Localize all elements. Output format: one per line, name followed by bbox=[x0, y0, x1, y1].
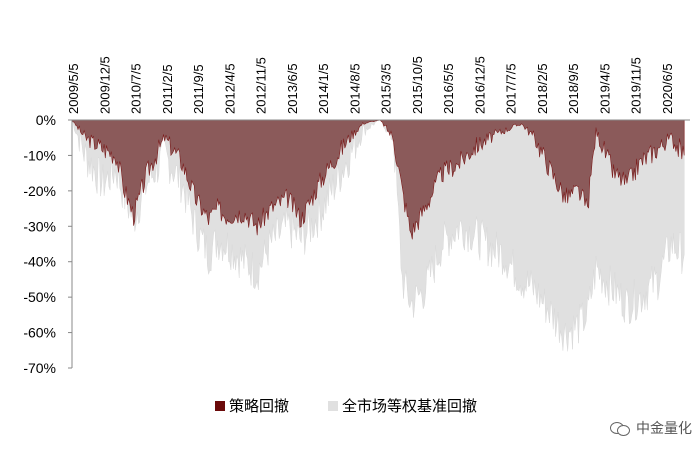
y-tick-label: -60% bbox=[23, 325, 56, 341]
x-tick-label: 2011/2/5 bbox=[160, 64, 175, 114]
legend-swatch-strategy bbox=[215, 401, 225, 411]
x-tick-label: 2014/1/5 bbox=[316, 63, 331, 114]
x-tick-label: 2016/5/5 bbox=[441, 63, 456, 114]
x-tick-label: 2010/7/5 bbox=[129, 63, 144, 114]
watermark-text: 中金量化 bbox=[636, 421, 692, 437]
y-tick-label: -40% bbox=[23, 254, 56, 270]
x-tick-label: 2014/8/5 bbox=[347, 63, 362, 114]
y-tick-label: -20% bbox=[23, 183, 56, 199]
y-tick-label: -50% bbox=[23, 289, 56, 305]
x-tick-label: 2015/10/5 bbox=[410, 56, 425, 114]
y-tick-label: -10% bbox=[23, 147, 56, 163]
x-tick-label: 2019/4/5 bbox=[598, 63, 613, 114]
x-tick-label: 2017/7/5 bbox=[504, 63, 519, 114]
x-tick-label: 2016/12/5 bbox=[472, 56, 487, 114]
y-tick-label: -30% bbox=[23, 218, 56, 234]
x-tick-label: 2011/9/5 bbox=[191, 64, 206, 114]
y-axis-tick-labels: 0% -10% -20% -30% -40% -50% -60% -70% bbox=[23, 112, 72, 376]
series-layer bbox=[71, 119, 685, 352]
x-axis-tick-labels: 2009/5/5 2009/12/5 2010/7/5 2011/2/5 2011/9/… bbox=[66, 56, 675, 114]
x-tick-label: 2018/9/5 bbox=[566, 63, 581, 114]
x-tick-label: 2009/5/5 bbox=[66, 63, 81, 114]
x-tick-label: 2012/11/5 bbox=[254, 57, 269, 114]
x-tick-label: 2015/3/5 bbox=[379, 63, 394, 114]
legend: 策略回撤 全市场等权基准回撤 bbox=[215, 397, 477, 415]
x-tick-label: 2020/6/5 bbox=[660, 63, 675, 114]
watermark: 中金量化 bbox=[610, 418, 692, 438]
x-tick-label: 2009/12/5 bbox=[97, 56, 112, 114]
legend-swatch-benchmark bbox=[328, 401, 338, 411]
axes-layer bbox=[71, 119, 690, 368]
x-tick-label: 2019/11/5 bbox=[629, 57, 644, 114]
wechat-icon bbox=[610, 420, 630, 436]
y-tick-label: 0% bbox=[36, 112, 56, 128]
legend-label-benchmark: 全市场等权基准回撤 bbox=[342, 397, 477, 415]
y-tick-label: -70% bbox=[23, 360, 56, 376]
x-tick-label: 2012/4/5 bbox=[222, 63, 237, 114]
x-tick-label: 2013/6/5 bbox=[285, 63, 300, 114]
x-tick-label: 2018/2/5 bbox=[535, 63, 550, 114]
legend-label-strategy: 策略回撤 bbox=[229, 397, 289, 415]
